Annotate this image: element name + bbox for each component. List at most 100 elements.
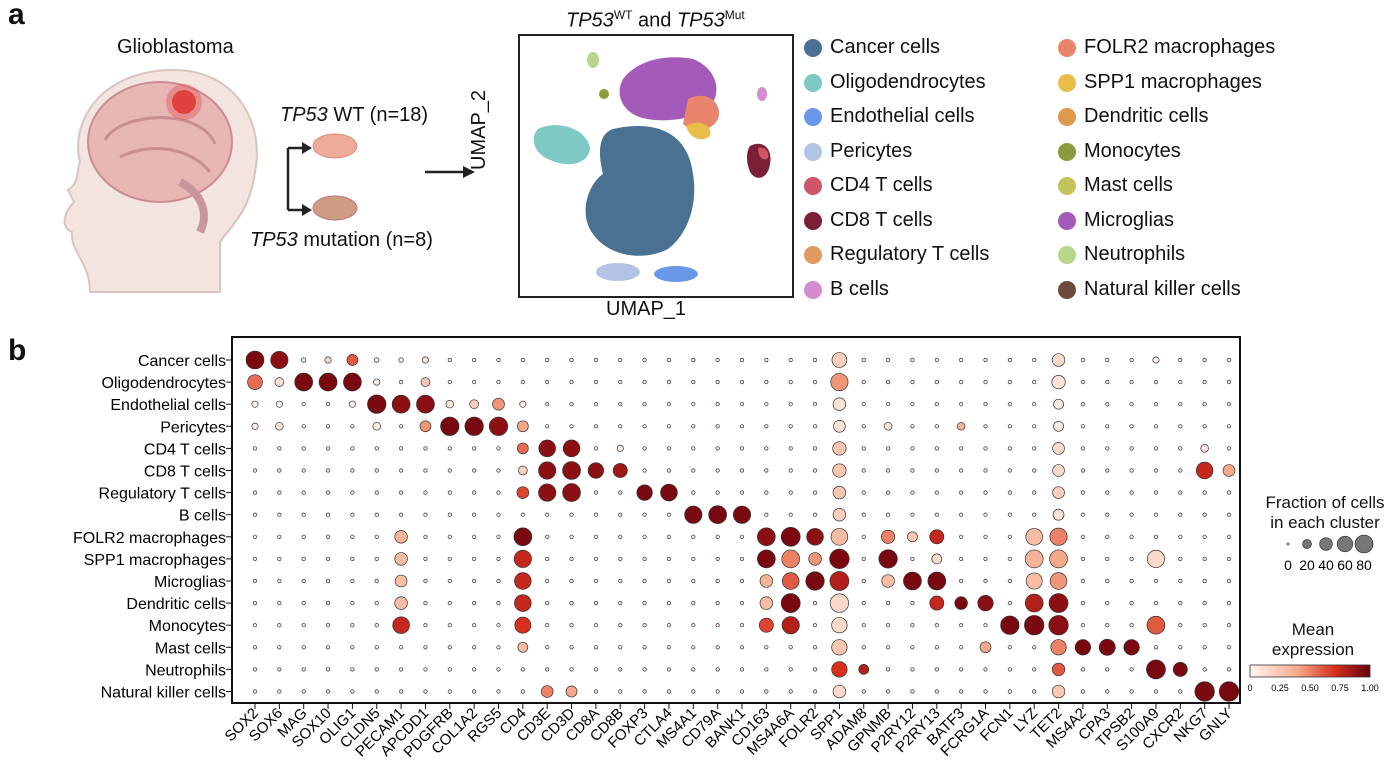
dot bbox=[956, 422, 966, 431]
dot bbox=[666, 645, 672, 650]
dot bbox=[325, 667, 331, 672]
dot bbox=[832, 463, 847, 478]
dot bbox=[691, 402, 696, 407]
dot bbox=[1129, 468, 1134, 473]
dot bbox=[1080, 446, 1085, 451]
dot bbox=[1153, 578, 1159, 584]
dot bbox=[907, 531, 918, 543]
legend-label: Regulatory T cells bbox=[830, 243, 990, 265]
dot bbox=[788, 667, 793, 672]
dot bbox=[881, 574, 895, 588]
dot bbox=[324, 356, 332, 364]
umap-plot bbox=[518, 34, 794, 298]
legend-swatch bbox=[804, 177, 822, 195]
dot bbox=[660, 483, 678, 502]
dot bbox=[666, 667, 672, 672]
dot bbox=[1226, 402, 1232, 407]
dot bbox=[325, 623, 331, 628]
dot bbox=[1178, 689, 1183, 694]
dot bbox=[1007, 534, 1012, 539]
dot bbox=[350, 468, 355, 473]
dot bbox=[642, 645, 647, 650]
dot bbox=[374, 446, 379, 451]
dot bbox=[812, 667, 818, 672]
dot bbox=[545, 645, 550, 650]
dot bbox=[1048, 615, 1069, 636]
umap-cluster-bcells bbox=[757, 87, 767, 101]
dot bbox=[423, 689, 428, 694]
dot bbox=[910, 623, 915, 628]
dot bbox=[812, 380, 818, 385]
dot bbox=[691, 689, 696, 694]
dot bbox=[399, 645, 404, 650]
dot bbox=[788, 357, 793, 363]
dot bbox=[1032, 357, 1037, 363]
dot bbox=[496, 534, 501, 539]
dot bbox=[538, 461, 557, 480]
dot bbox=[447, 468, 452, 473]
dot bbox=[861, 512, 866, 517]
dot bbox=[569, 534, 574, 539]
dot bbox=[374, 578, 379, 584]
dot bbox=[1202, 357, 1207, 363]
dot bbox=[325, 534, 331, 539]
dot bbox=[764, 468, 769, 473]
dot bbox=[861, 446, 866, 451]
dot bbox=[374, 601, 379, 606]
dot bbox=[520, 667, 525, 672]
dot bbox=[562, 439, 581, 458]
dot bbox=[423, 446, 428, 451]
dot bbox=[1052, 486, 1065, 499]
dot bbox=[1080, 380, 1085, 385]
dot bbox=[831, 639, 848, 656]
dot bbox=[812, 623, 818, 628]
dot bbox=[691, 667, 696, 672]
dot bbox=[545, 534, 550, 539]
dot bbox=[423, 601, 428, 606]
dot bbox=[691, 601, 696, 606]
row-label: Endothelial cells bbox=[110, 397, 226, 414]
dot bbox=[1129, 512, 1134, 517]
dot bbox=[419, 420, 432, 433]
dot bbox=[1080, 424, 1085, 429]
dot bbox=[642, 556, 647, 561]
dot bbox=[1153, 645, 1159, 650]
dot bbox=[831, 617, 848, 634]
dot bbox=[1178, 357, 1183, 363]
dot bbox=[739, 667, 745, 672]
dot bbox=[325, 689, 331, 694]
dot bbox=[1105, 402, 1110, 407]
dot bbox=[739, 424, 745, 429]
dot bbox=[277, 512, 282, 517]
dot bbox=[569, 578, 574, 584]
dot bbox=[642, 402, 647, 407]
dot bbox=[496, 667, 501, 672]
dot bbox=[374, 556, 379, 561]
dot bbox=[245, 350, 265, 370]
row-label: Oligodendrocytes bbox=[101, 375, 226, 392]
dot bbox=[829, 548, 850, 569]
dot bbox=[1007, 402, 1012, 407]
dot bbox=[959, 512, 964, 517]
dot bbox=[934, 380, 939, 385]
row-label: CD4 T cells bbox=[144, 441, 226, 458]
dot bbox=[642, 689, 647, 694]
dot bbox=[642, 534, 647, 539]
dot bbox=[447, 490, 452, 495]
dot bbox=[496, 357, 501, 363]
dot bbox=[301, 556, 306, 561]
dot bbox=[1202, 490, 1207, 495]
dot bbox=[861, 601, 866, 606]
dot bbox=[983, 689, 988, 694]
dot bbox=[983, 578, 988, 584]
legend-swatch bbox=[1058, 211, 1076, 230]
dot bbox=[1226, 424, 1232, 429]
legend-swatch bbox=[804, 280, 822, 299]
legend-label: Microglias bbox=[1084, 208, 1175, 231]
dot bbox=[472, 667, 477, 672]
dot bbox=[959, 667, 964, 672]
dot bbox=[301, 424, 306, 429]
dot bbox=[831, 661, 848, 678]
dot bbox=[1195, 461, 1214, 480]
dot bbox=[277, 578, 282, 584]
